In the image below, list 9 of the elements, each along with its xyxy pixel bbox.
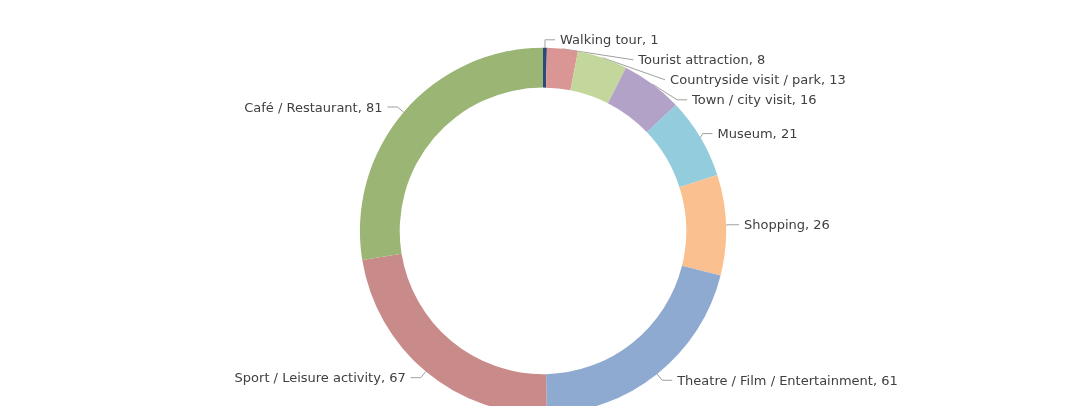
slice-label: Café / Restaurant, 81	[244, 99, 383, 115]
slice-label: Town / city visit, 16	[691, 92, 817, 108]
slice-label: Walking tour, 1	[560, 32, 659, 48]
slice-label: Sport / Leisure activity, 67	[234, 370, 406, 386]
slice-label: Shopping, 26	[743, 217, 830, 233]
slice-label: Theatre / Film / Entertainment, 61	[676, 372, 898, 388]
slice-label: Countryside visit / park, 13	[670, 72, 846, 88]
slice-label: Museum, 21	[717, 126, 798, 142]
slice-label: Tourist attraction, 8	[637, 52, 766, 68]
